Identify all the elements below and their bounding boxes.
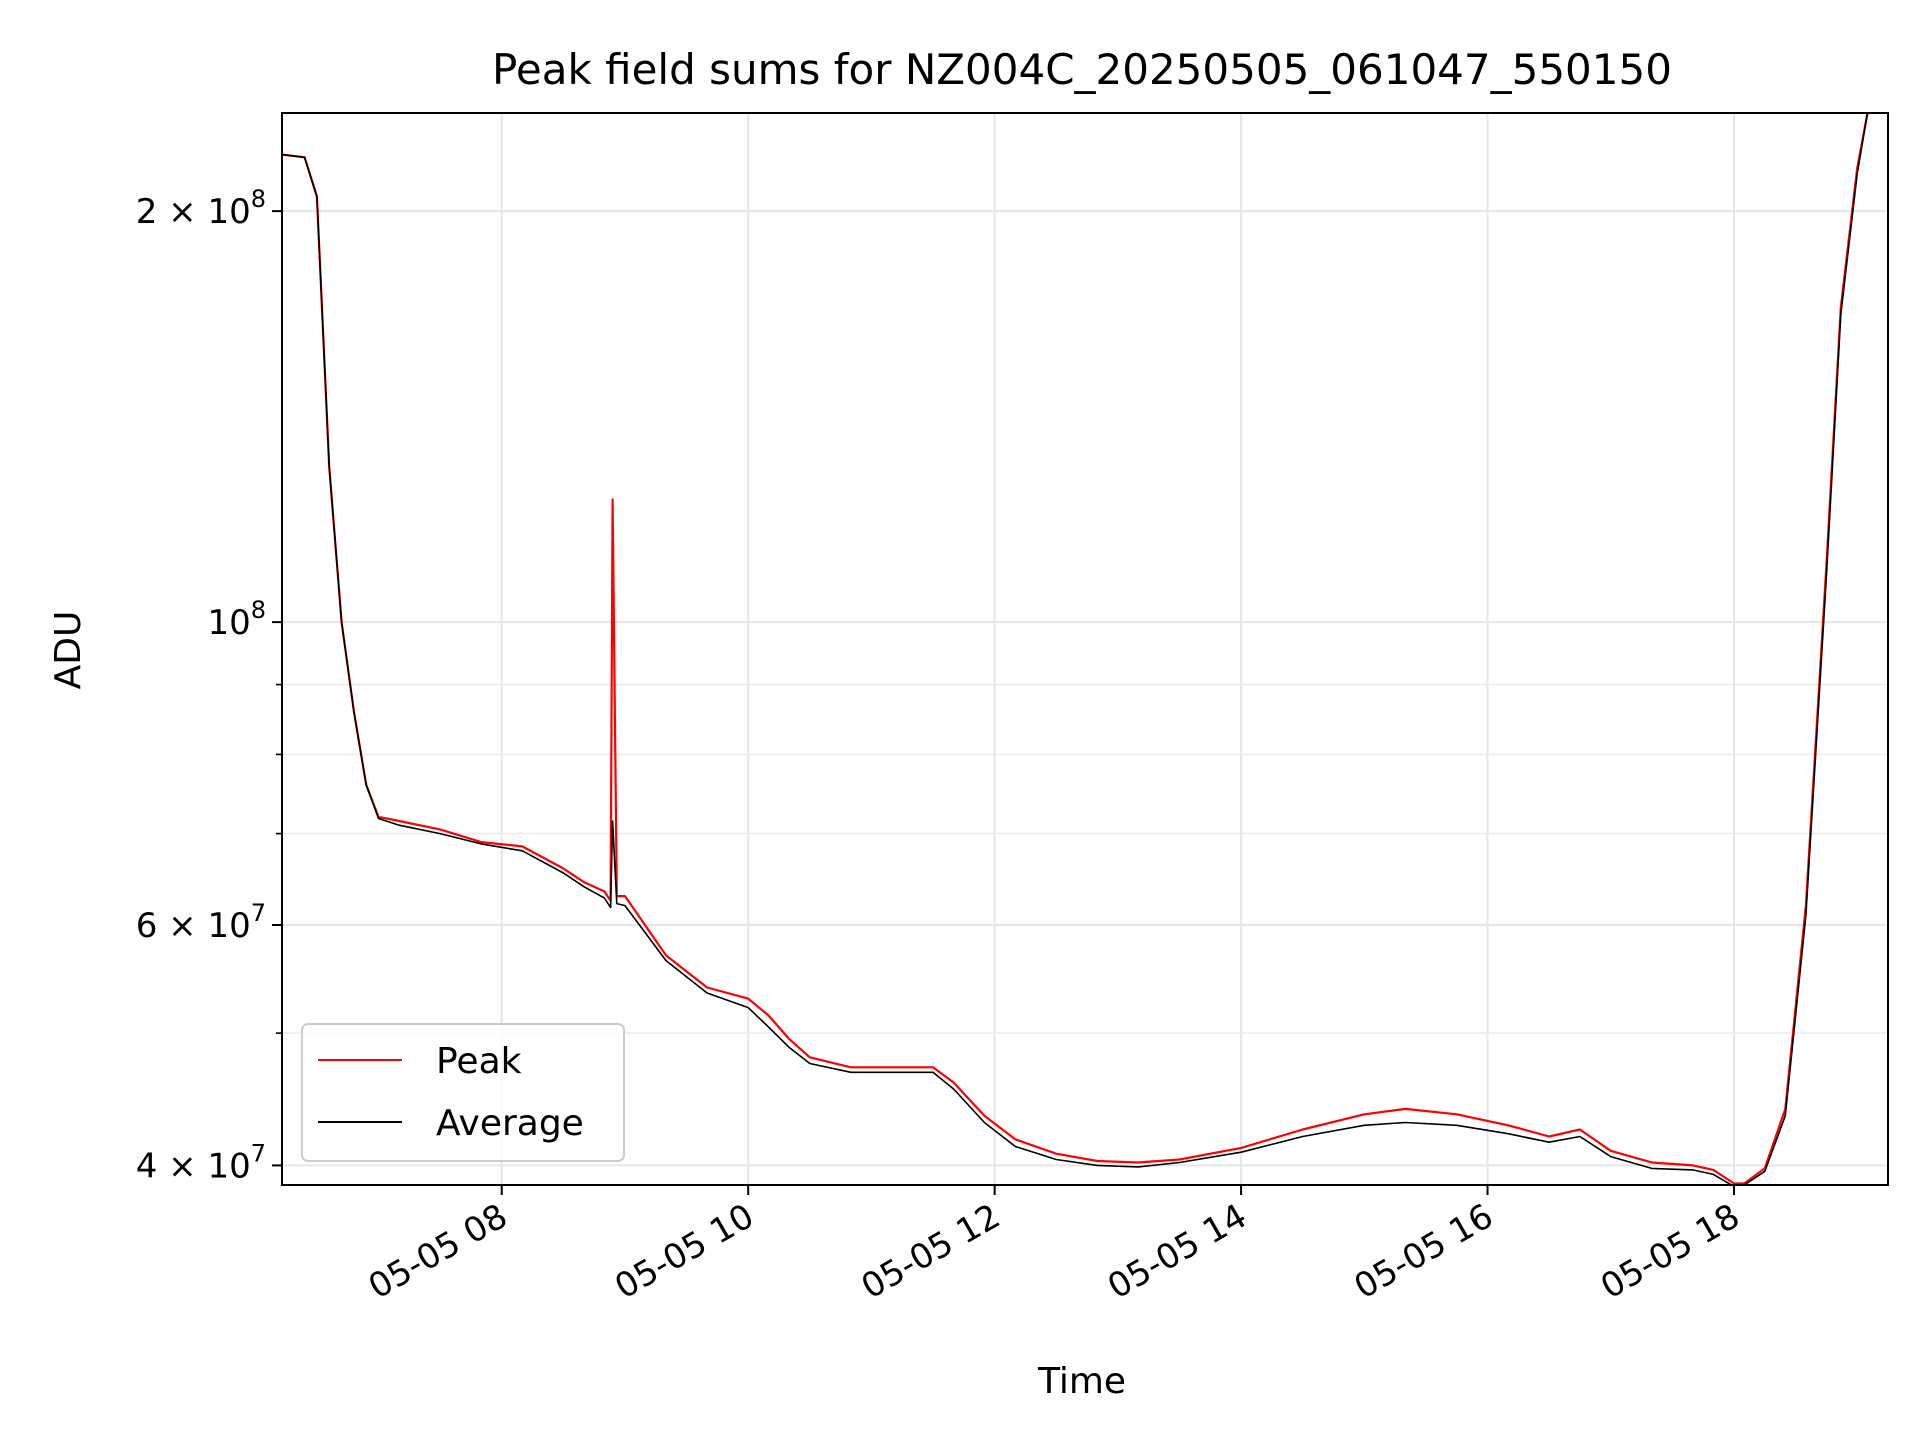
legend-label-peak: Peak <box>436 1041 522 1082</box>
legend-box <box>301 1023 625 1162</box>
legend: Peak Average <box>301 1023 625 1162</box>
chart-title: Peak field sums for NZ004C_20250505_0610… <box>492 45 1672 94</box>
x-axis-label: Time <box>1037 1361 1126 1402</box>
y-tick-mantissa: 6 <box>136 906 158 946</box>
plot-series <box>282 113 1869 1185</box>
series-line-average <box>282 113 1869 1185</box>
y-tick-exponent: 7 <box>251 899 266 927</box>
series-line-peak <box>282 113 1869 1185</box>
y-tick-exponent: 8 <box>251 185 266 213</box>
grid <box>282 113 1888 1185</box>
y-tick-label: 2 × 108 <box>136 185 266 232</box>
plot-frame <box>281 112 1889 1186</box>
y-tick-exponent: 8 <box>251 596 266 624</box>
y-tick-times: × 10 <box>157 192 250 232</box>
y-tick-times: × 10 <box>157 906 250 946</box>
y-tick-mantissa: 4 <box>136 1146 158 1186</box>
y-tick-label: 6 × 107 <box>136 899 266 946</box>
y-tick-times: × 10 <box>157 1146 250 1186</box>
y-tick-label: 4 × 107 <box>136 1139 266 1186</box>
y-tick-exponent: 7 <box>251 1139 266 1167</box>
legend-label-average: Average <box>436 1103 584 1144</box>
y-tick-label: 108 <box>207 596 266 643</box>
y-tick-mantissa: 2 <box>136 192 158 232</box>
y-axis-label: ADU <box>48 611 89 690</box>
y-tick-base: 10 <box>207 603 250 643</box>
